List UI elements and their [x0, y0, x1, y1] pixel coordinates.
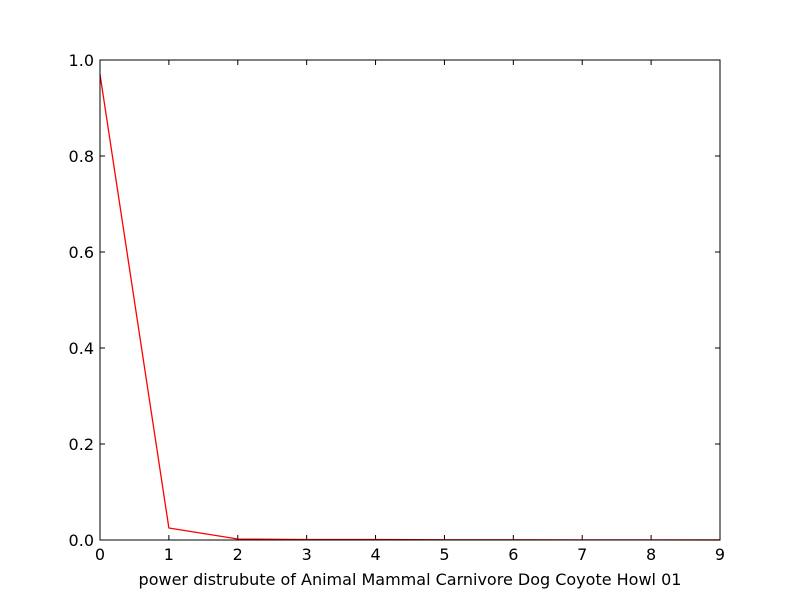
y-tick-label: 0.0: [69, 531, 94, 550]
x-tick-label: 6: [508, 545, 518, 564]
plot-frame: [99, 59, 721, 541]
tick-labels: 0 1 2 3 4 5 6 7 8 9 0.0 0.2 0.4 0.6 0.8 1.0: [69, 51, 726, 564]
x-tick-label: 0: [95, 545, 105, 564]
y-tick-label: 0.4: [69, 339, 94, 358]
y-tick-label: 0.2: [69, 435, 94, 454]
x-axis-label: power distrubute of Animal Mammal Carniv…: [139, 570, 682, 589]
x-tick-label: 1: [164, 545, 174, 564]
x-tick-label: 9: [715, 545, 725, 564]
y-tick-label: 0.8: [69, 147, 94, 166]
x-tick-label: 3: [302, 545, 312, 564]
x-tick-label: 4: [370, 545, 380, 564]
y-tick-label: 0.6: [69, 243, 94, 262]
x-tick-label: 2: [233, 545, 243, 564]
x-tick-label: 5: [439, 545, 449, 564]
x-tick-label: 7: [577, 545, 587, 564]
axis-ticks: [99, 59, 721, 541]
x-tick-label: 8: [646, 545, 656, 564]
plot-area: [100, 60, 720, 540]
y-tick-label: 1.0: [69, 51, 94, 70]
